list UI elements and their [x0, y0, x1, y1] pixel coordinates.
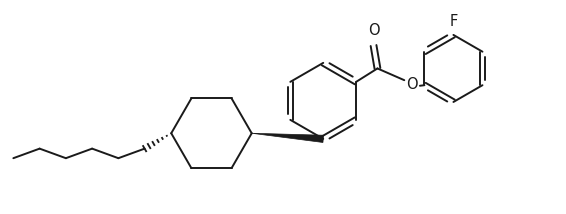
Text: F: F — [449, 14, 457, 29]
Polygon shape — [252, 133, 324, 143]
Text: O: O — [368, 23, 379, 38]
Text: O: O — [406, 77, 418, 92]
